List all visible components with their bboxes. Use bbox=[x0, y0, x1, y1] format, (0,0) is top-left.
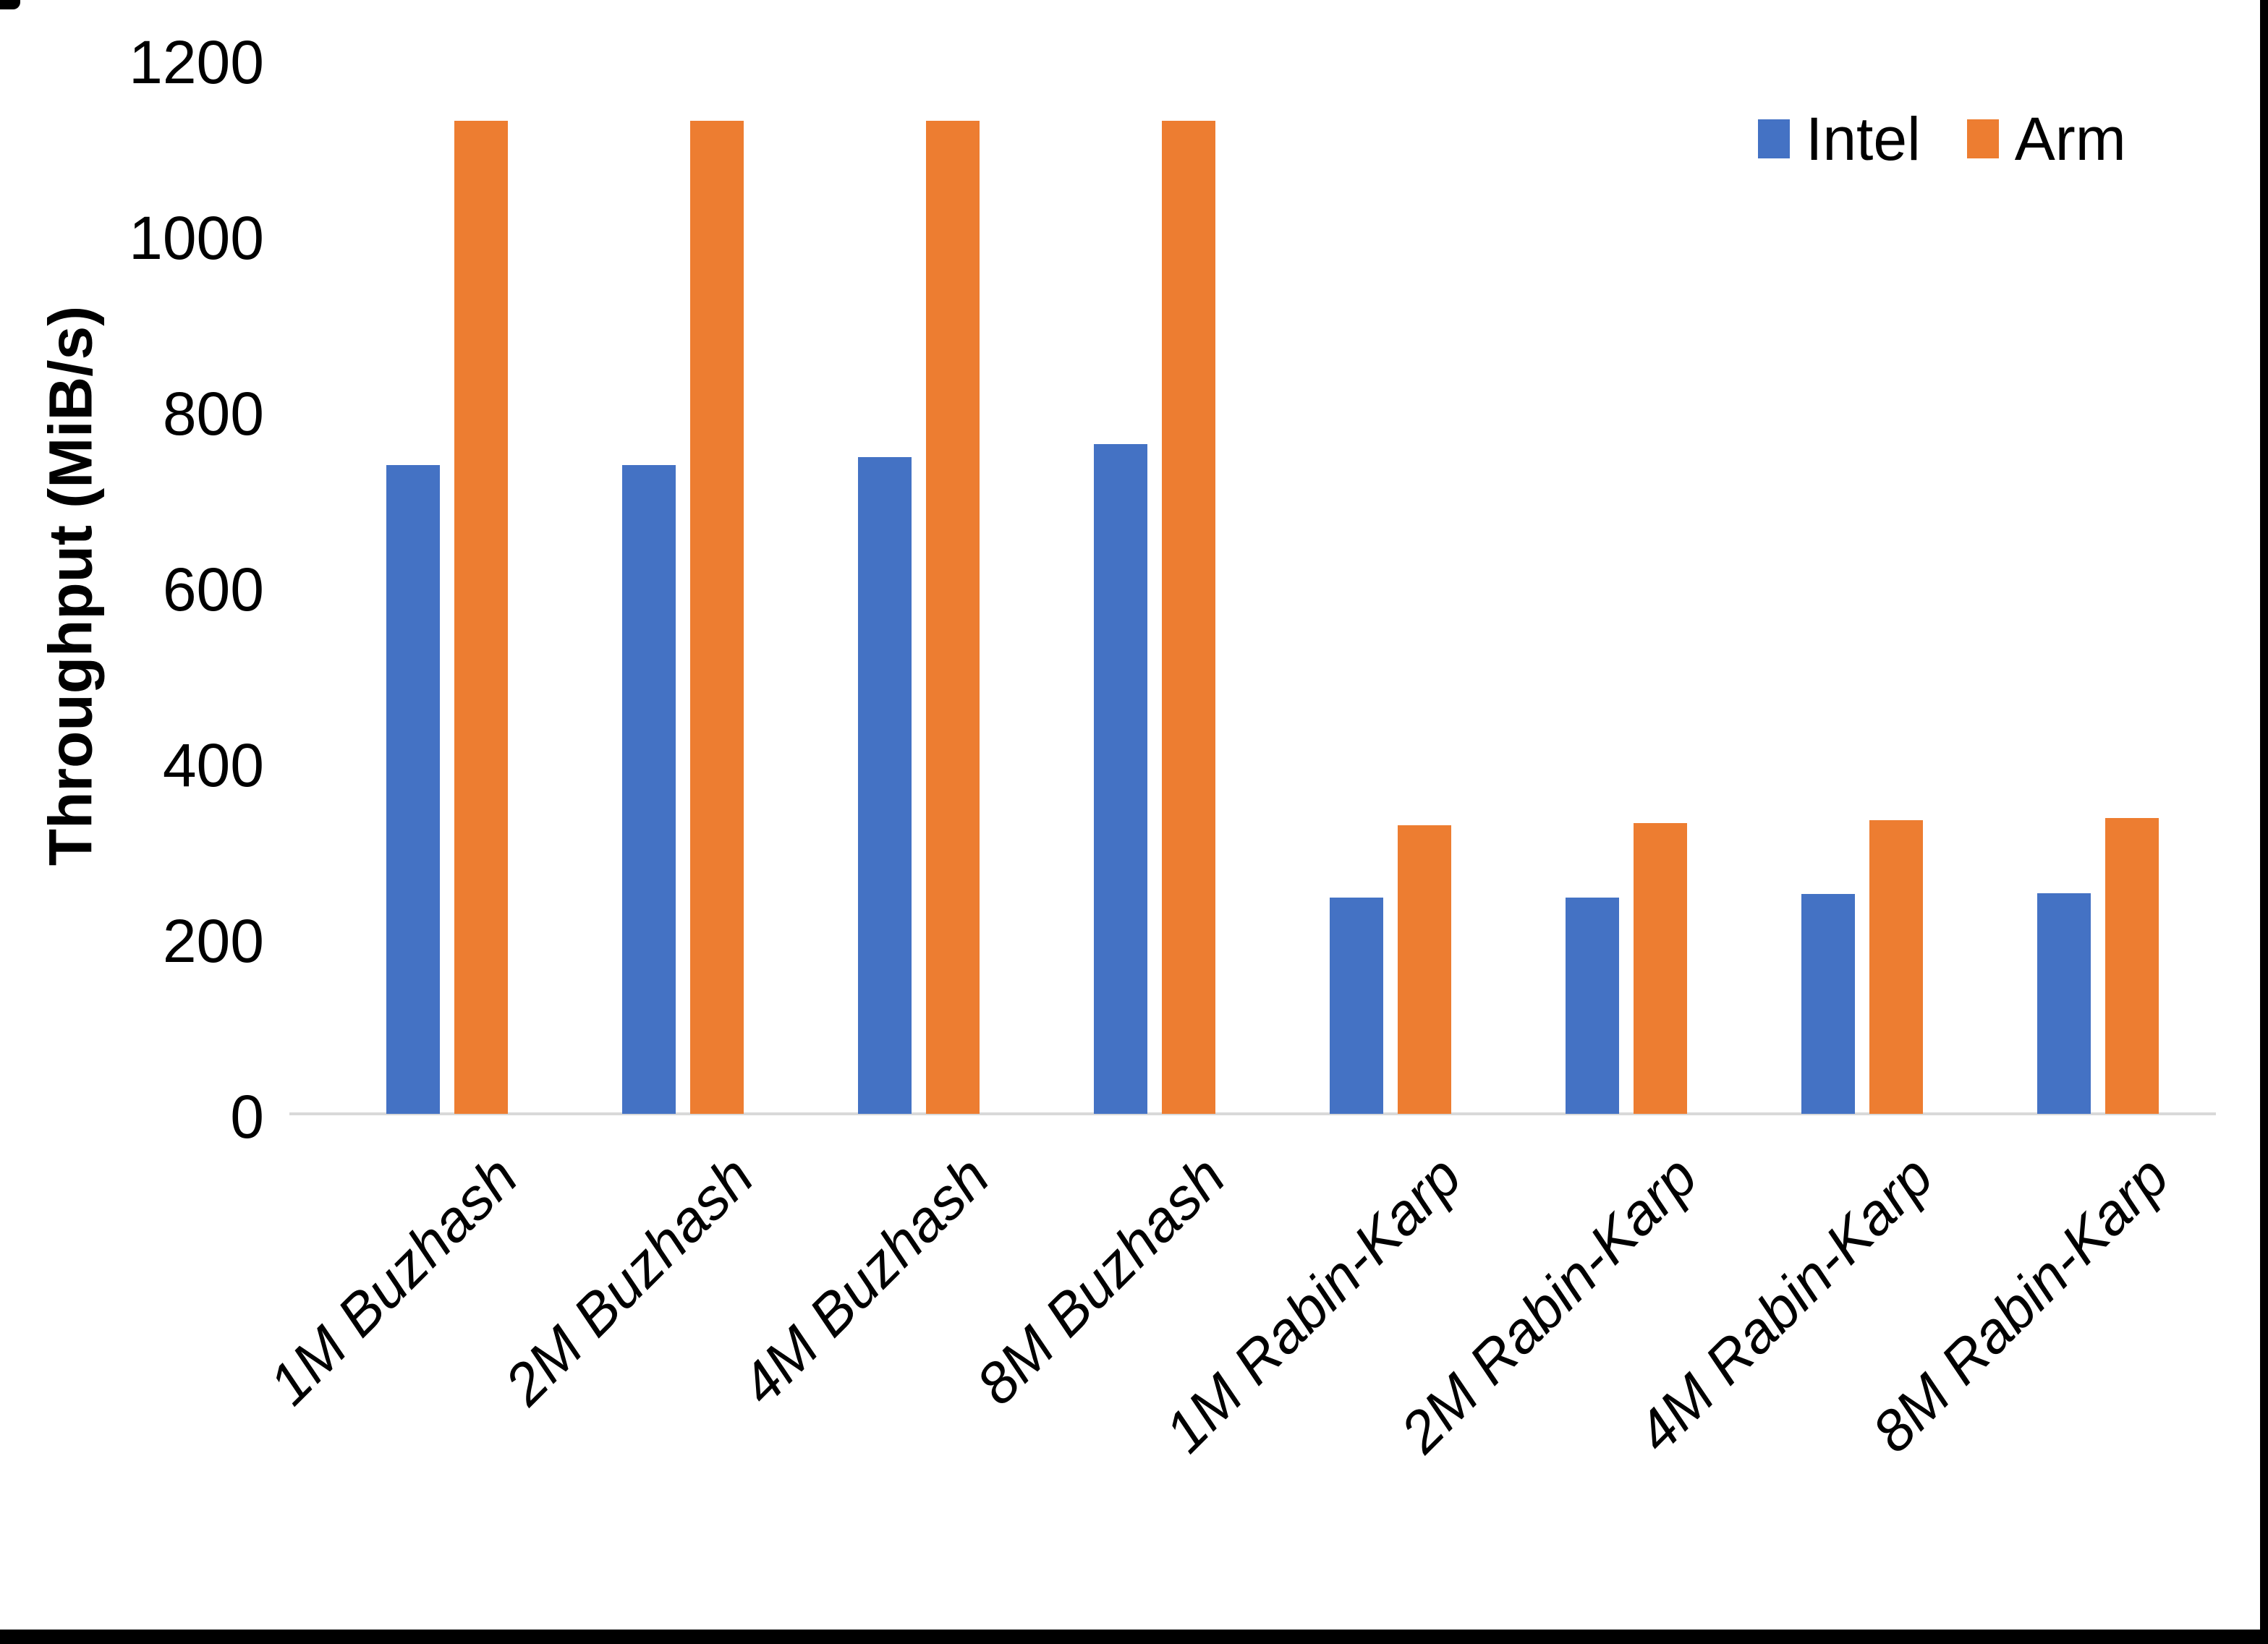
y-tick-label: 600 bbox=[162, 555, 264, 623]
bar-arm-4m-rabin-karp bbox=[1869, 820, 1923, 1114]
bar-arm-2m-rabin-karp bbox=[1634, 823, 1687, 1114]
bar-arm-1m-rabin-karp bbox=[1398, 825, 1451, 1114]
legend-swatch-intel bbox=[1758, 119, 1790, 158]
legend-item-intel: Intel bbox=[1758, 108, 1921, 169]
bar-intel-1m-rabin-karp bbox=[1330, 898, 1383, 1114]
bar-intel-2m-buzhash bbox=[622, 465, 676, 1114]
bar-intel-8m-buzhash bbox=[1094, 444, 1147, 1114]
bar-intel-8m-rabin-karp bbox=[2037, 893, 2091, 1114]
bar-arm-4m-buzhash bbox=[926, 121, 980, 1114]
bar-intel-2m-rabin-karp bbox=[1566, 898, 1619, 1114]
bar-intel-4m-buzhash bbox=[858, 457, 912, 1114]
y-tick-label: 200 bbox=[162, 907, 264, 975]
legend-swatch-arm bbox=[1966, 119, 1999, 158]
bar-intel-1m-buzhash bbox=[386, 465, 440, 1114]
x-category-label: 8M Buzhash bbox=[964, 1143, 1238, 1417]
x-category-label: 4M Buzhash bbox=[729, 1143, 1002, 1417]
bar-intel-4m-rabin-karp bbox=[1801, 894, 1855, 1114]
y-tick-label: 800 bbox=[162, 380, 264, 448]
legend-label-arm: Arm bbox=[2014, 105, 2126, 173]
frame-bottom-edge bbox=[0, 1630, 2268, 1644]
y-tick-label: 0 bbox=[230, 1083, 264, 1151]
bar-arm-8m-rabin-karp bbox=[2105, 818, 2159, 1114]
y-tick-label: 1000 bbox=[129, 204, 264, 272]
x-axis-line bbox=[289, 1112, 2216, 1115]
x-category-label: 2M Buzhash bbox=[493, 1143, 766, 1417]
frame-right-edge bbox=[2260, 0, 2268, 1644]
bar-arm-8m-buzhash bbox=[1162, 121, 1215, 1114]
legend-item-arm: Arm bbox=[1966, 105, 2126, 173]
frame-corner-decoration bbox=[0, 0, 20, 9]
legend: Intel Arm bbox=[1758, 108, 2126, 169]
y-tick-label: 1200 bbox=[129, 28, 264, 96]
bar-arm-2m-buzhash bbox=[690, 121, 744, 1114]
y-tick-label: 400 bbox=[162, 731, 264, 799]
legend-label-intel: Intel bbox=[1806, 105, 1921, 173]
x-category-label: 1M Buzhash bbox=[257, 1143, 530, 1417]
bar-arm-1m-buzhash bbox=[454, 121, 508, 1114]
